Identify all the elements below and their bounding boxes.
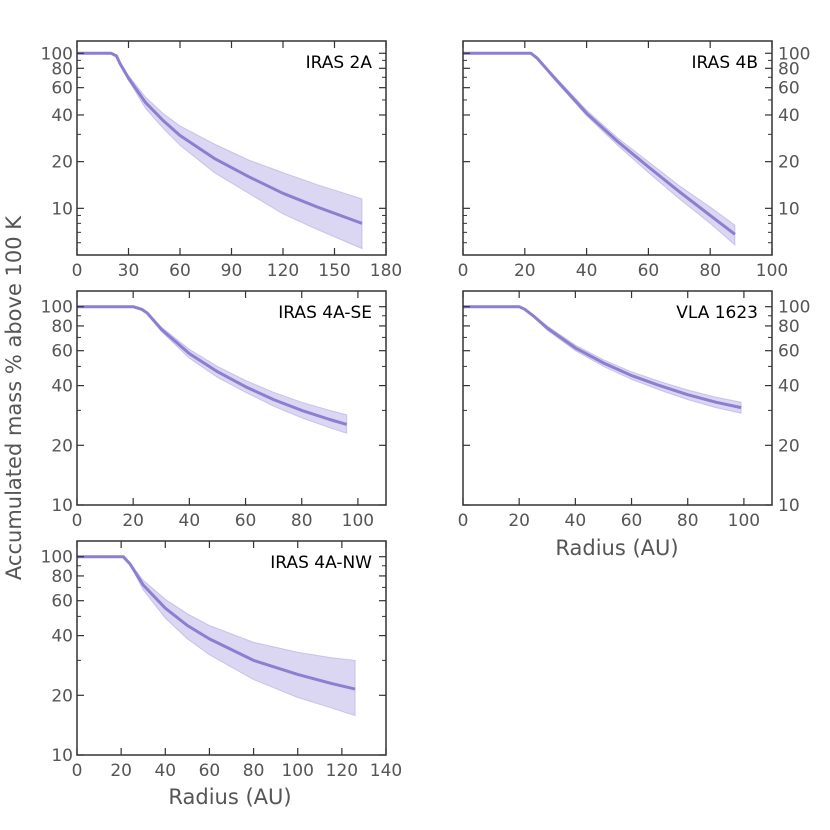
y-tick-label: 100 xyxy=(41,298,73,318)
panel-title-iras-2a: IRAS 2A xyxy=(306,53,373,73)
x-tick-label: 60 xyxy=(621,511,643,531)
series-line-iras-4a-se xyxy=(77,305,348,426)
x-tick-label: 60 xyxy=(235,511,257,531)
y-tick-label: 60 xyxy=(51,79,73,99)
x-tick-label: 140 xyxy=(370,761,402,781)
x-tick-label: 0 xyxy=(72,261,83,281)
x-tick-label: 80 xyxy=(699,261,721,281)
series-line-iras-2a xyxy=(77,51,363,225)
uncertainty-band-iras-4b xyxy=(463,52,736,247)
panel-title-iras-4a-se: IRAS 4A-SE xyxy=(278,303,372,323)
x-tick-label: 90 xyxy=(221,261,243,281)
y-tick-label: 20 xyxy=(778,153,800,173)
y-tick-label: 40 xyxy=(778,377,800,397)
x-tick-label: 40 xyxy=(565,511,587,531)
y-tick-label: 20 xyxy=(778,436,800,456)
x-tick-label: 100 xyxy=(281,761,313,781)
series-line-iras-4a-nw xyxy=(77,555,356,691)
x-tick-label: 80 xyxy=(677,511,699,531)
x-tick-label: 80 xyxy=(243,761,265,781)
panel-title-iras-4a-nw: IRAS 4A-NW xyxy=(270,553,372,573)
x-tick-label: 80 xyxy=(291,511,313,531)
x-tick-label: 100 xyxy=(756,261,788,281)
x-tick-label: 0 xyxy=(458,511,469,531)
y-tick-label: 60 xyxy=(51,342,73,362)
x-axis-title-right: Radius (AU) xyxy=(555,536,678,560)
y-tick-label: 20 xyxy=(51,153,73,173)
y-tick-label: 80 xyxy=(51,317,73,337)
uncertainty-band-iras-4a-se xyxy=(77,306,348,434)
y-tick-label: 100 xyxy=(41,44,73,64)
y-tick-label: 80 xyxy=(51,567,73,587)
y-tick-label: 100 xyxy=(41,548,73,568)
x-tick-label: 150 xyxy=(318,261,350,281)
y-tick-label: 80 xyxy=(778,317,800,337)
y-tick-label: 20 xyxy=(51,686,73,706)
panel-title-iras-4b: IRAS 4B xyxy=(692,53,758,73)
y-tick-label: 10 xyxy=(51,746,73,766)
x-tick-label: 20 xyxy=(514,261,536,281)
x-tick-label: 40 xyxy=(154,761,176,781)
x-tick-label: 100 xyxy=(342,511,374,531)
y-tick-label: 10 xyxy=(778,199,800,219)
x-tick-label: 30 xyxy=(118,261,140,281)
y-tick-label: 60 xyxy=(778,342,800,362)
y-tick-label: 80 xyxy=(51,59,73,79)
y-tick-label: 80 xyxy=(778,59,800,79)
x-tick-label: 60 xyxy=(199,761,221,781)
x-tick-label: 20 xyxy=(508,511,530,531)
panel-title-vla-1623: VLA 1623 xyxy=(676,303,758,323)
x-tick-label: 0 xyxy=(458,261,469,281)
y-axis-title: Accumulated mass % above 100 K xyxy=(2,215,26,580)
plot-frame xyxy=(462,40,773,256)
plot-frame xyxy=(76,290,387,506)
x-tick-label: 20 xyxy=(122,511,144,531)
x-tick-label: 100 xyxy=(728,511,760,531)
y-tick-label: 40 xyxy=(778,106,800,126)
y-tick-label: 60 xyxy=(51,592,73,612)
plot-frame xyxy=(462,290,773,506)
y-tick-label: 40 xyxy=(51,377,73,397)
x-tick-label: 0 xyxy=(72,761,83,781)
x-tick-label: 180 xyxy=(370,261,402,281)
y-tick-label: 10 xyxy=(51,199,73,219)
x-tick-label: 120 xyxy=(326,761,358,781)
uncertainty-band-iras-2a xyxy=(77,52,363,250)
x-tick-label: 60 xyxy=(169,261,191,281)
x-tick-label: 60 xyxy=(638,261,660,281)
uncertainty-band-iras-4a-nw xyxy=(77,556,356,717)
plot-frame xyxy=(76,540,387,756)
x-axis-title-bottom: Radius (AU) xyxy=(168,785,291,809)
y-tick-label: 20 xyxy=(51,436,73,456)
x-tick-label: 120 xyxy=(267,261,299,281)
series-line-iras-4b xyxy=(463,51,736,236)
y-tick-label: 100 xyxy=(778,44,810,64)
x-tick-label: 20 xyxy=(110,761,132,781)
y-tick-label: 100 xyxy=(778,298,810,318)
y-tick-label: 10 xyxy=(51,496,73,516)
y-tick-label: 60 xyxy=(778,79,800,99)
y-tick-label: 40 xyxy=(51,106,73,126)
series-line-vla-1623 xyxy=(463,305,742,410)
y-tick-label: 10 xyxy=(778,496,800,516)
x-tick-label: 40 xyxy=(179,511,201,531)
x-tick-label: 40 xyxy=(576,261,598,281)
y-tick-label: 40 xyxy=(51,627,73,647)
x-tick-label: 0 xyxy=(72,511,83,531)
